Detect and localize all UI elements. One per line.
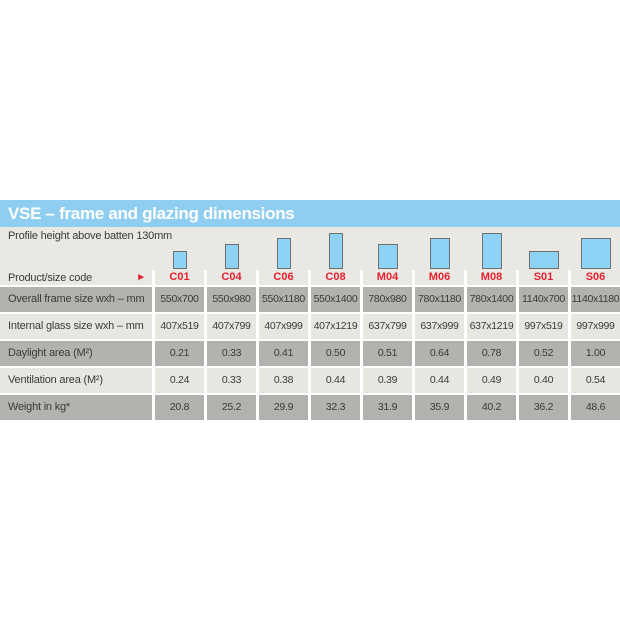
product-code-M08: M08 <box>467 270 516 285</box>
pictogram-cell-S01 <box>528 251 559 269</box>
table-cell-M08: 637x1219 <box>467 314 516 339</box>
table-cell-S06: 0.54 <box>571 368 620 393</box>
table-cell-C04: 550x980 <box>207 287 256 312</box>
table-cell-M08: 0.49 <box>467 368 516 393</box>
table-cell-C08: 407x1219 <box>311 314 360 339</box>
pictogram-cell-C08 <box>328 233 343 269</box>
product-code-C04: C04 <box>207 270 256 285</box>
table-cell-C06: 550x1180 <box>259 287 308 312</box>
table-cell-S01: 1140x700 <box>519 287 568 312</box>
table-cell-C04: 0.33 <box>207 368 256 393</box>
table-cell-C06: 0.38 <box>259 368 308 393</box>
pictogram-cell-M04 <box>377 244 398 269</box>
table-cell-M04: 31.9 <box>363 395 412 420</box>
table-cell-C01: 0.21 <box>155 341 204 366</box>
window-size-pictogram-C04 <box>224 244 239 269</box>
pictogram-row <box>0 233 620 269</box>
window-size-pictogram-S01 <box>528 251 559 269</box>
table-cell-S01: 36.2 <box>519 395 568 420</box>
pictogram-cell-M06 <box>429 238 450 269</box>
code-row: Product/size code ► C01 C04 C06 C08 M04 M06 M0… <box>0 270 620 285</box>
table-cell-S06: 48.6 <box>571 395 620 420</box>
arrow-right-icon: ► <box>136 272 146 283</box>
product-code-C08: C08 <box>311 270 360 285</box>
table-cell-C08: 0.44 <box>311 368 360 393</box>
row-label: Weight in kg* <box>0 395 152 420</box>
table-cell-S06: 1.00 <box>571 341 620 366</box>
window-size-pictogram-M06 <box>429 238 450 269</box>
pictogram-cell-M08 <box>481 233 502 269</box>
table-cell-M08: 780x1400 <box>467 287 516 312</box>
table-cell-C01: 550x700 <box>155 287 204 312</box>
table-cell-M04: 0.39 <box>363 368 412 393</box>
table-cell-C01: 0.24 <box>155 368 204 393</box>
table-cell-C08: 550x1400 <box>311 287 360 312</box>
pictogram-cell-S06 <box>580 238 611 269</box>
pictogram-cell-C01 <box>172 251 187 269</box>
table-cell-C01: 407x519 <box>155 314 204 339</box>
table-cell-C01: 20.8 <box>155 395 204 420</box>
table-cell-C06: 29.9 <box>259 395 308 420</box>
section-title: VSE – frame and glazing dimensions <box>0 200 620 227</box>
table-cell-M04: 637x799 <box>363 314 412 339</box>
data-table: Overall frame size wxh – mm 550x700 550x98… <box>0 287 620 420</box>
table-cell-C08: 32.3 <box>311 395 360 420</box>
product-code-C01: C01 <box>155 270 204 285</box>
top-panel: Profile height above batten 130mm Produc… <box>0 227 620 285</box>
table-cell-M04: 0.51 <box>363 341 412 366</box>
table-cell-S01: 997x519 <box>519 314 568 339</box>
row-label: Ventilation area (M²) <box>0 368 152 393</box>
product-code-M04: M04 <box>363 270 412 285</box>
window-size-pictogram-C01 <box>172 251 187 269</box>
table-cell-C06: 0.41 <box>259 341 308 366</box>
table-cell-M06: 780x1180 <box>415 287 464 312</box>
product-code-S06: S06 <box>571 270 620 285</box>
pictogram-cell-C04 <box>224 244 239 269</box>
table-cell-C04: 407x799 <box>207 314 256 339</box>
window-size-pictogram-M04 <box>377 244 398 269</box>
row-label: Overall frame size wxh – mm <box>0 287 152 312</box>
table-cell-M04: 780x980 <box>363 287 412 312</box>
product-size-code-label: Product/size code <box>8 271 93 284</box>
window-size-pictogram-C08 <box>328 233 343 269</box>
table-cell-C06: 407x999 <box>259 314 308 339</box>
spec-sheet: VSE – frame and glazing dimensions Profi… <box>0 200 620 420</box>
table-cell-M08: 40.2 <box>467 395 516 420</box>
table-cell-S01: 0.40 <box>519 368 568 393</box>
row-label: Daylight area (M²) <box>0 341 152 366</box>
table-cell-M06: 35.9 <box>415 395 464 420</box>
product-code-M06: M06 <box>415 270 464 285</box>
product-code-C06: C06 <box>259 270 308 285</box>
table-cell-S06: 1140x1180 <box>571 287 620 312</box>
table-cell-M06: 637x999 <box>415 314 464 339</box>
product-code-S01: S01 <box>519 270 568 285</box>
window-size-pictogram-S06 <box>580 238 611 269</box>
product-size-code-label-cell: Product/size code ► <box>0 270 152 285</box>
table-cell-C04: 25.2 <box>207 395 256 420</box>
window-size-pictogram-C06 <box>276 238 291 269</box>
table-cell-C04: 0.33 <box>207 341 256 366</box>
table-cell-C08: 0.50 <box>311 341 360 366</box>
table-cell-S01: 0.52 <box>519 341 568 366</box>
table-cell-M08: 0.78 <box>467 341 516 366</box>
window-size-pictogram-M08 <box>481 233 502 269</box>
table-cell-S06: 997x999 <box>571 314 620 339</box>
pictogram-cell-C06 <box>276 238 291 269</box>
table-cell-M06: 0.64 <box>415 341 464 366</box>
table-cell-M06: 0.44 <box>415 368 464 393</box>
row-label: Internal glass size wxh – mm <box>0 314 152 339</box>
profile-height-note: Profile height above batten 130mm <box>8 230 173 242</box>
